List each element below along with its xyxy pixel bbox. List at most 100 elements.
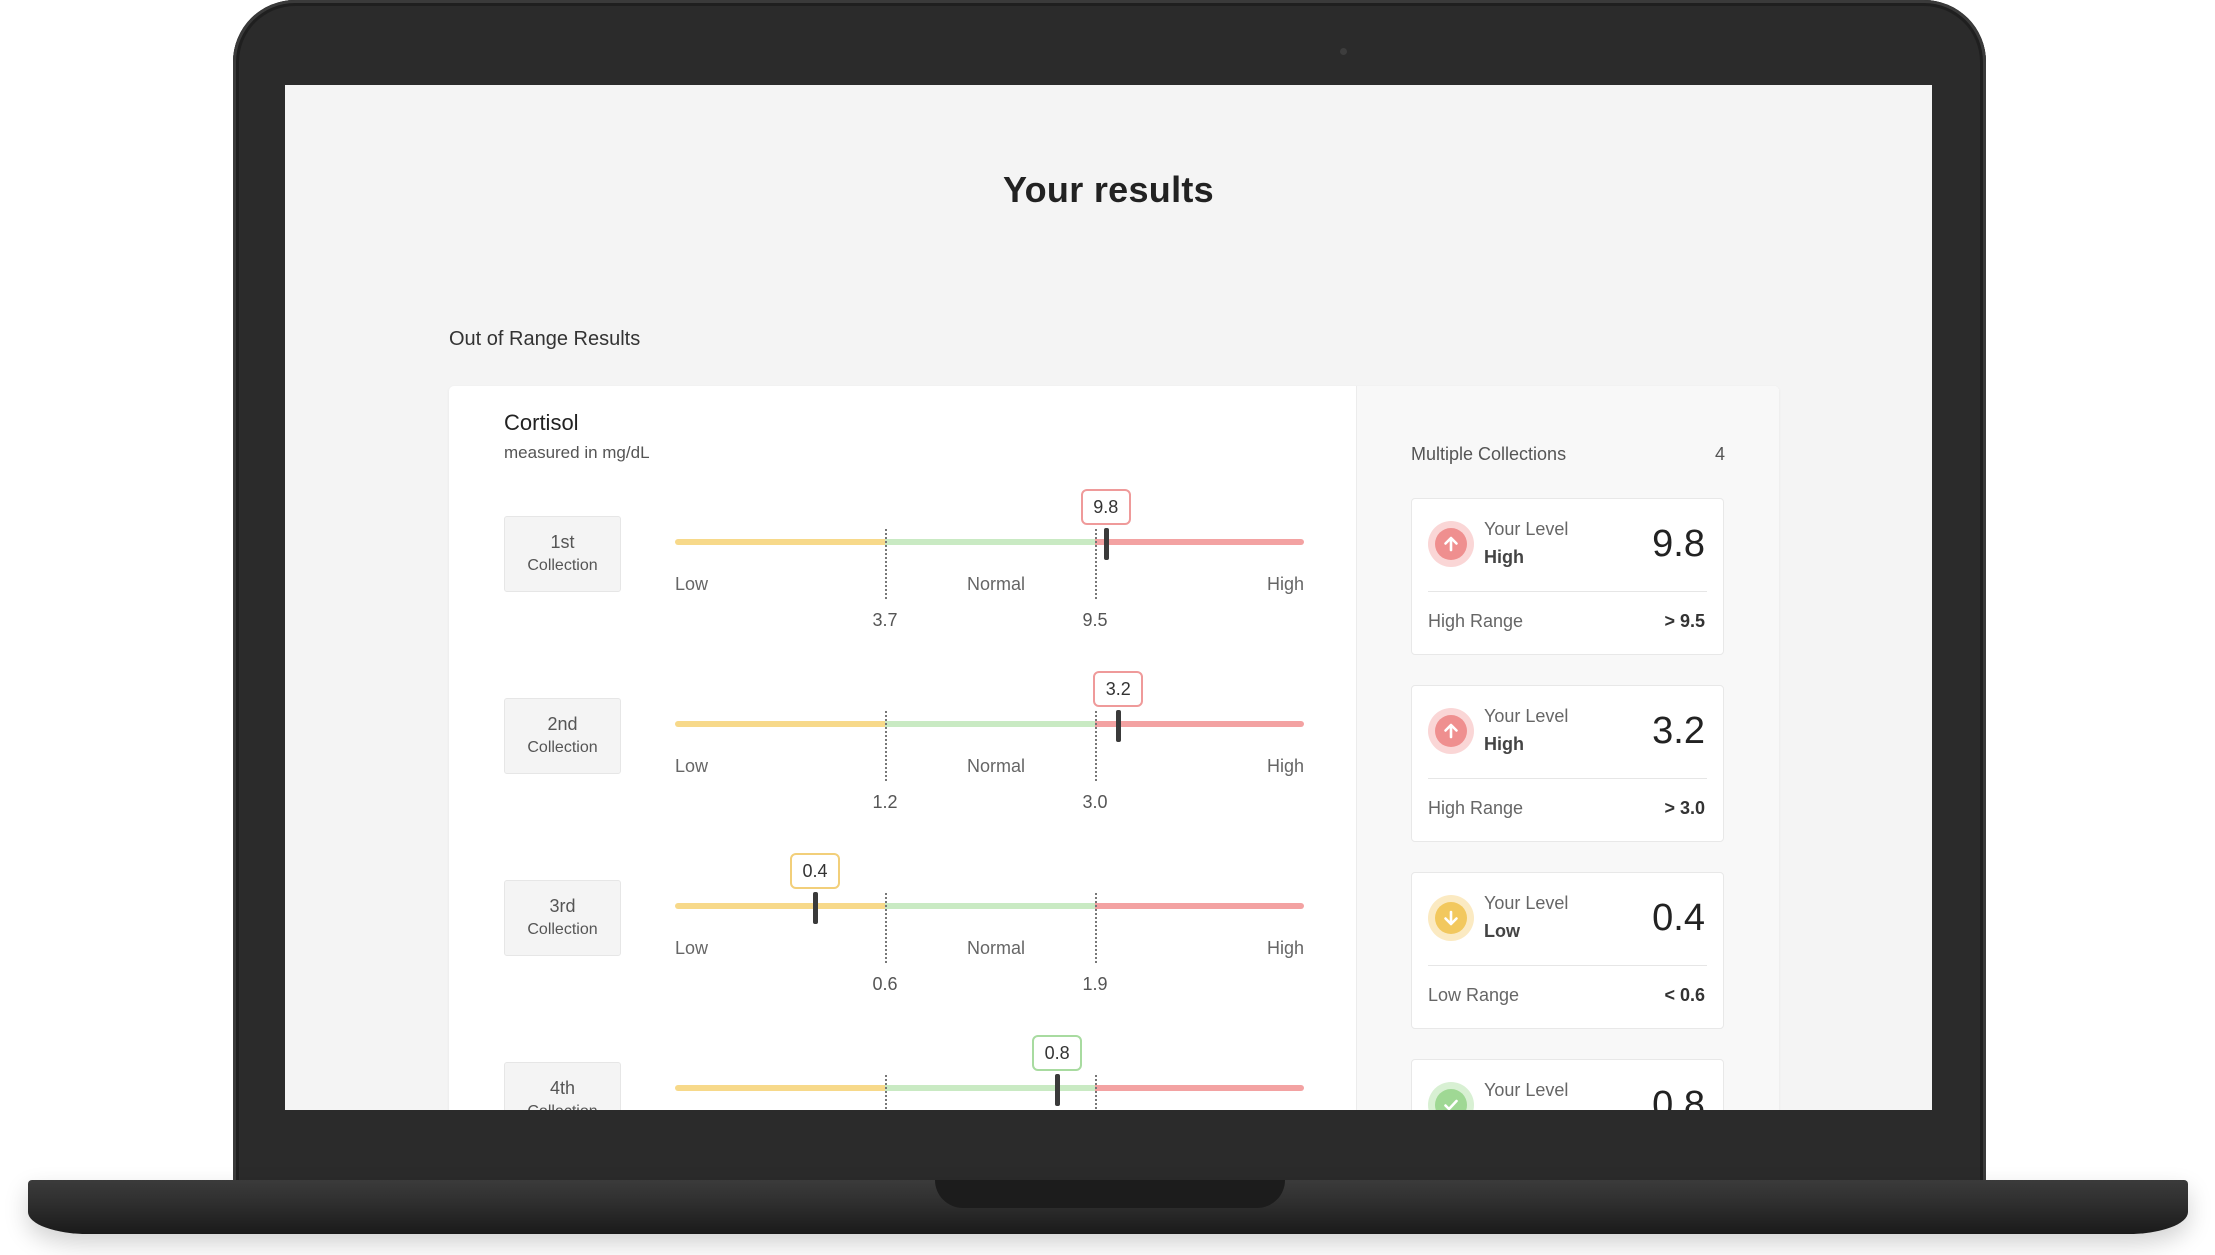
icon-inner: [1435, 1089, 1467, 1110]
range-segment-low: [675, 721, 885, 727]
value-marker: [1103, 528, 1109, 560]
collection-word: Collection: [527, 557, 598, 574]
range-segment-normal: [885, 539, 1095, 545]
level-status: Normal: [1484, 1108, 1546, 1110]
high-cutoff-line: [1095, 1075, 1097, 1110]
high-cutoff-line: [1095, 529, 1097, 599]
high-cutoff-value: 9.5: [1082, 610, 1108, 630]
laptop-notch: [935, 1180, 1285, 1208]
low-cutoff-line: [885, 529, 887, 599]
level-status: High: [1484, 547, 1524, 567]
camera-dot: [1340, 48, 1347, 55]
range-track: [675, 539, 1304, 545]
low-cutoff-value: 1.2: [872, 792, 898, 812]
collection-label-box: 4th Collection: [504, 1062, 621, 1110]
collection-row: 2nd Collection 3.2 Low Normal High 1.2 3.0: [449, 671, 1356, 878]
level-card: Your Level High 3.2 High Range > 3.0: [1411, 685, 1724, 842]
value-bubble: 9.8: [1080, 489, 1131, 525]
scale-label-high: High: [1266, 938, 1304, 958]
value-marker: [1055, 1074, 1061, 1106]
level-divider: [1428, 778, 1707, 779]
screen: Your results Out of Range Results Cortis…: [285, 85, 1932, 1110]
scale-label-normal: Normal: [966, 756, 1025, 776]
icon-inner: [1435, 528, 1467, 560]
scale-label-low: Low: [675, 756, 709, 776]
high-cutoff-value: 3.0: [1082, 792, 1108, 812]
collection-ordinal: 3rd: [549, 896, 576, 916]
arrow-up-icon: [1428, 708, 1474, 754]
your-level-label: Your Level: [1484, 1080, 1569, 1100]
multiple-collections-label: Multiple Collections: [1411, 444, 1567, 464]
range-segment-low: [675, 1085, 885, 1091]
range-segment-high: [1095, 539, 1304, 545]
scale-label-low: Low: [675, 938, 709, 958]
collection-label-box: 3rd Collection: [504, 880, 621, 956]
collection-word: Collection: [527, 921, 598, 938]
range-track: [675, 721, 1304, 727]
value-bubble: 0.8: [1032, 1035, 1083, 1071]
range-segment-low: [675, 903, 885, 909]
range-label: High Range: [1428, 611, 1524, 631]
your-level-label: Your Level: [1484, 893, 1569, 913]
range-segment-high: [1095, 721, 1304, 727]
check-icon: [1428, 1082, 1474, 1110]
level-divider: [1428, 965, 1707, 966]
scale-label-normal: Normal: [966, 574, 1025, 594]
scale-label-low: Low: [675, 574, 709, 594]
range-track: [675, 903, 1304, 909]
low-cutoff-line: [885, 1075, 887, 1110]
level-value: 9.8: [1652, 523, 1705, 565]
level-status: High: [1484, 734, 1524, 754]
level-value: 0.8: [1652, 1084, 1705, 1110]
collection-row: 3rd Collection 0.4 Low Normal High 0.6 1.9: [449, 853, 1356, 1060]
collection-word: Collection: [527, 739, 598, 756]
icon-inner: [1435, 902, 1467, 934]
value-marker: [813, 892, 818, 924]
arrow-down-icon: [1428, 895, 1474, 941]
range-segment-normal: [885, 1085, 1095, 1091]
level-card: Your Level Low 0.4 Low Range < 0.6: [1411, 872, 1724, 1029]
low-cutoff-line: [885, 711, 887, 781]
range-segment-normal: [885, 903, 1095, 909]
range-segment-low: [675, 539, 885, 545]
value-marker: [1116, 710, 1122, 742]
level-value: 0.4: [1652, 897, 1705, 939]
your-level-label: Your Level: [1484, 519, 1569, 539]
collection-ordinal: 4th: [549, 1078, 576, 1098]
range-label: Low Range: [1428, 985, 1520, 1005]
high-cutoff-value: 1.9: [1082, 974, 1108, 994]
collection-ordinal: 1st: [550, 532, 575, 552]
value-bubble: 3.2: [1093, 671, 1144, 707]
collection-ordinal: 2nd: [547, 714, 578, 734]
collection-row: 1st Collection 9.8 Low Normal High 3.7 9.5: [449, 489, 1356, 696]
collection-label-box: 1st Collection: [504, 516, 621, 592]
low-cutoff-line: [885, 893, 887, 963]
scale-label-high: High: [1266, 574, 1304, 594]
value-bubble: 0.4: [790, 853, 840, 889]
scale-label-normal: Normal: [966, 938, 1025, 958]
level-value: 3.2: [1652, 710, 1705, 752]
metric-name: Cortisol: [504, 410, 579, 435]
level-divider: [1428, 591, 1707, 592]
range-label: High Range: [1428, 798, 1524, 818]
range-track: [675, 1085, 1304, 1091]
page-title: Your results: [1003, 169, 1214, 210]
level-card: Your Level High 9.8 High Range > 9.5: [1411, 498, 1724, 655]
multiple-collections-count: 4: [1714, 444, 1725, 464]
collection-word: Collection: [527, 1100, 597, 1110]
low-cutoff-value: 0.6: [872, 974, 898, 994]
level-status: Low: [1484, 921, 1520, 941]
high-cutoff-line: [1095, 893, 1097, 963]
collections-sidebar: Multiple Collections 4 Your Level High 9.8…: [1356, 386, 1779, 1110]
collection-label-box: 2nd Collection: [504, 698, 621, 774]
results-card: Cortisol measured in mg/dL 1st Collection…: [449, 386, 1779, 1110]
section-title: Out of Range Results: [449, 328, 641, 350]
range-segment-normal: [885, 721, 1095, 727]
level-card: Your Level Normal 0.8: [1411, 1059, 1724, 1110]
range-value: > 9.5: [1664, 611, 1705, 631]
range-value: < 0.6: [1664, 985, 1705, 1005]
metric-unit: measured in mg/dL: [504, 443, 650, 462]
scale-label-high: High: [1266, 756, 1304, 776]
your-level-label: Your Level: [1484, 706, 1569, 726]
